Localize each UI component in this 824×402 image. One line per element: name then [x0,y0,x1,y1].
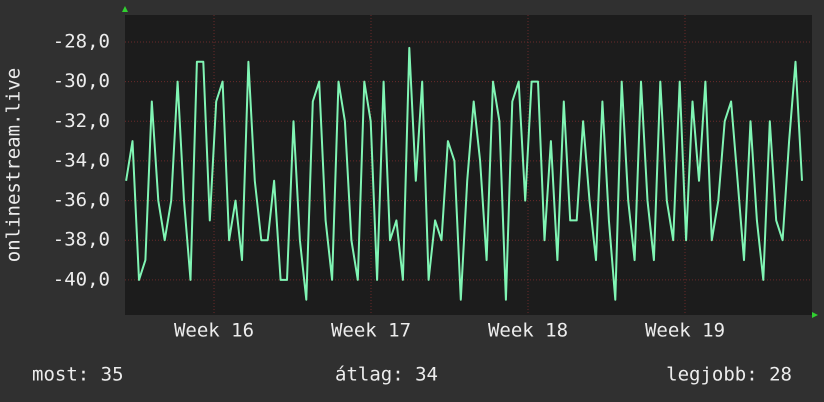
x-tick-label: Week 17 [331,320,411,342]
stat-best: legjobb: 28 [666,364,792,386]
y-tick-label: -28,0 [53,30,110,52]
y-tick-label: -30,0 [53,70,110,92]
x-tick-label: Week 18 [488,320,568,342]
series-line [125,46,803,301]
y-axis-label: onlinestream.live [3,68,25,262]
x-axis-arrow [812,312,818,318]
y-tick-label: -32,0 [53,110,110,132]
y-tick-label: -40,0 [53,268,110,290]
stat-now: most: 35 [32,364,124,386]
y-tick-label: -38,0 [53,229,110,251]
x-tick-label: Week 19 [645,320,725,342]
x-tick-label: Week 16 [174,320,254,342]
y-tick-label: -36,0 [53,189,110,211]
y-axis-arrow [122,6,128,12]
y-tick-label: -34,0 [53,149,110,171]
stat-avg: átlag: 34 [335,364,438,386]
